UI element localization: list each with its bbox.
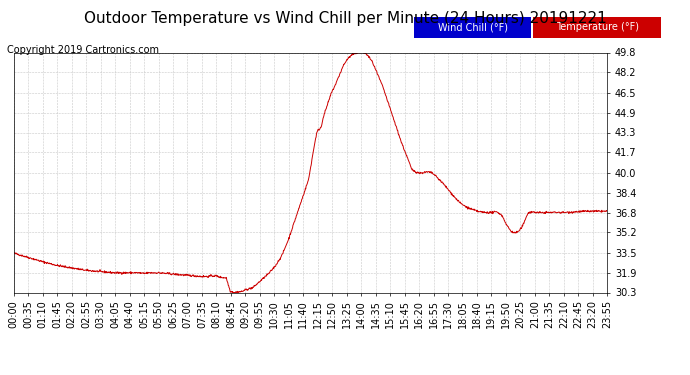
Text: Temperature (°F): Temperature (°F): [555, 22, 639, 32]
Text: Wind Chill (°F): Wind Chill (°F): [437, 22, 508, 32]
Text: Outdoor Temperature vs Wind Chill per Minute (24 Hours) 20191221: Outdoor Temperature vs Wind Chill per Mi…: [83, 11, 607, 26]
Text: Copyright 2019 Cartronics.com: Copyright 2019 Cartronics.com: [7, 45, 159, 55]
